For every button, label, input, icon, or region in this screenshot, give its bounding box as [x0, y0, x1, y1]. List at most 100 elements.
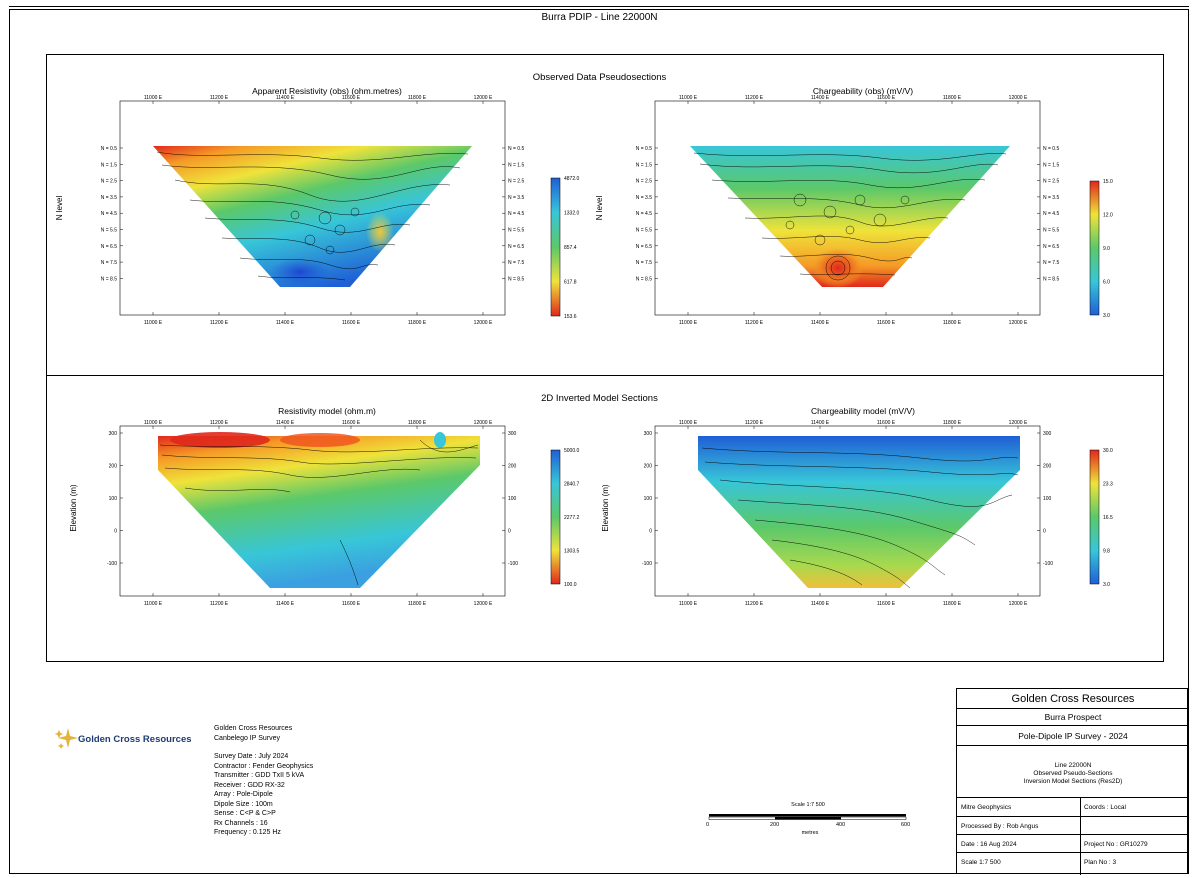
tb-desc-line: Line 22000N — [1054, 762, 1092, 769]
y-axis-label: N level — [55, 196, 64, 221]
y-tick-label-right: N = 5.5 — [1043, 228, 1059, 234]
y-tick-label-left: N = 5.5 — [636, 228, 652, 234]
x-tick-label-top: 11400 E — [276, 95, 295, 101]
x-tick-label-bottom: 11600 E — [877, 601, 896, 607]
x-tick-label-bottom: 12000 E — [1009, 601, 1028, 607]
x-tick-label-bottom: 11800 E — [943, 320, 962, 326]
colorbar-label: 5000.0 — [564, 448, 580, 454]
y-axis-label: N level — [595, 196, 604, 221]
x-tick-label-bottom: 12000 E — [1009, 320, 1028, 326]
x-tick-label-top: 11000 E — [144, 95, 163, 101]
y-tick-label-left: -100 — [642, 561, 652, 567]
x-tick-label-bottom: 11200 E — [745, 320, 764, 326]
y-tick-label-left: N = 8.5 — [101, 276, 117, 282]
star-cross-icon — [54, 728, 78, 749]
y-tick-label-right: N = 4.5 — [508, 211, 524, 217]
x-tick-label-top: 11000 E — [679, 95, 698, 101]
x-tick-label-top: 11800 E — [943, 95, 962, 101]
y-tick-label-left: 300 — [109, 431, 118, 437]
x-tick-label-top: 11400 E — [811, 95, 830, 101]
tb-survey: Pole-Dipole IP Survey - 2024 — [957, 726, 1189, 746]
survey-line: Dipole Size : 100m — [214, 800, 273, 808]
tb-scale: Scale 1:7 500 — [961, 859, 1001, 866]
y-tick-label-right: N = 8.5 — [1043, 276, 1059, 282]
x-tick-label-top: 12000 E — [474, 420, 493, 426]
survey-line: Receiver : GDD RX-32 — [214, 781, 285, 789]
y-tick-label-left: 300 — [644, 431, 653, 437]
y-tick-label-left: N = 8.5 — [636, 276, 652, 282]
charge-model-title: Chargeability model (mV/V) — [811, 406, 915, 416]
tb-desc-line: Observed Pseudo-Sections — [1033, 770, 1113, 777]
y-tick-label-right: N = 0.5 — [1043, 146, 1059, 152]
charge-obs-frame — [654, 100, 1041, 316]
x-tick-label-top: 11600 E — [342, 95, 361, 101]
colorbar-label: 1332.0 — [564, 211, 580, 217]
y-tick-label-right: N = 2.5 — [508, 179, 524, 185]
colorbar-label: 153.6 — [564, 314, 577, 320]
observed-panel — [46, 54, 1164, 376]
y-tick-label-right: N = 2.5 — [1043, 179, 1059, 185]
x-tick-label-bottom: 11600 E — [877, 320, 896, 326]
charge-obs-section — [690, 146, 1010, 288]
y-tick-label-left: 200 — [644, 464, 653, 470]
x-tick-label-bottom: 11400 E — [811, 320, 830, 326]
x-tick-label-bottom: 11200 E — [210, 601, 229, 607]
y-tick-label-right: N = 0.5 — [508, 146, 524, 152]
tb-plan: Plan No : 3 — [1084, 859, 1117, 866]
x-tick-label-top: 11800 E — [408, 420, 427, 426]
x-tick-label-top: 11600 E — [877, 420, 896, 426]
colorbar-label: 100.0 — [564, 582, 577, 588]
y-axis-label: Elevation (m) — [601, 484, 610, 531]
charge-model-colorbar — [1089, 449, 1100, 585]
x-tick-label-top: 11000 E — [679, 420, 698, 426]
x-tick-label-top: 11200 E — [745, 420, 764, 426]
x-tick-label-bottom: 11600 E — [342, 601, 361, 607]
y-tick-label-right: N = 5.5 — [508, 228, 524, 234]
frame-top-line — [9, 6, 1189, 7]
tb-date: Date : 16 Aug 2024 — [961, 841, 1017, 848]
y-tick-label-left: -100 — [107, 561, 117, 567]
inverted-section-title: 2D Inverted Model Sections — [541, 393, 658, 404]
tb-contractor: Mitre Geophysics — [961, 804, 1012, 811]
colorbar-label: 6.0 — [1103, 280, 1110, 286]
x-tick-label-bottom: 11200 E — [745, 601, 764, 607]
y-tick-label-left: N = 1.5 — [101, 162, 117, 168]
app-res-title: Apparent Resistivity (obs) (ohm.metres) — [252, 86, 402, 96]
y-tick-label-left: N = 0.5 — [101, 146, 117, 152]
survey-line: Array : Pole-Dipole — [214, 791, 273, 798]
x-tick-label-bottom: 11800 E — [408, 320, 427, 326]
y-tick-label-left: N = 6.5 — [101, 244, 117, 250]
tb-divider — [1080, 798, 1081, 875]
charge-obs-title: Chargeability (obs) (mV/V) — [812, 86, 914, 96]
colorbar-label: 1303.5 — [564, 549, 580, 555]
colorbar-label: 2840.7 — [564, 482, 580, 488]
y-tick-label-right: N = 3.5 — [508, 195, 524, 201]
y-tick-label-right: 200 — [508, 464, 517, 470]
logo-text: Golden Cross Resources — [78, 734, 192, 745]
survey-name: Canbelego IP Survey — [214, 734, 281, 742]
y-tick-label-right: 0 — [508, 529, 511, 535]
y-tick-label-left: N = 0.5 — [636, 146, 652, 152]
y-tick-label-left: N = 5.5 — [101, 228, 117, 234]
y-tick-label-left: N = 3.5 — [101, 195, 117, 201]
y-tick-label-left: 200 — [109, 464, 118, 470]
x-tick-label-bottom: 11000 E — [679, 601, 698, 607]
charge-obs-colorbar — [1089, 180, 1100, 316]
colorbar-label: 12.0 — [1103, 213, 1113, 219]
drawing-frame — [9, 9, 1189, 874]
y-tick-label-right: 0 — [1043, 529, 1046, 535]
tb-desc-line: Inversion Model Sections (Res2D) — [1023, 778, 1123, 785]
y-tick-label-left: N = 7.5 — [101, 260, 117, 266]
charge-model-frame — [654, 425, 1041, 597]
x-tick-label-top: 11800 E — [408, 95, 427, 101]
app-res-section — [153, 146, 472, 287]
charge-model-section — [698, 436, 1020, 589]
x-tick-label-top: 11200 E — [210, 95, 229, 101]
scale-unit: metres — [801, 830, 819, 836]
scale-tick: 0 — [706, 822, 710, 828]
y-tick-label-right: N = 8.5 — [508, 276, 524, 282]
app-res-frame — [119, 100, 506, 316]
x-tick-label-bottom: 11800 E — [943, 601, 962, 607]
y-tick-label-left: N = 2.5 — [636, 179, 652, 185]
